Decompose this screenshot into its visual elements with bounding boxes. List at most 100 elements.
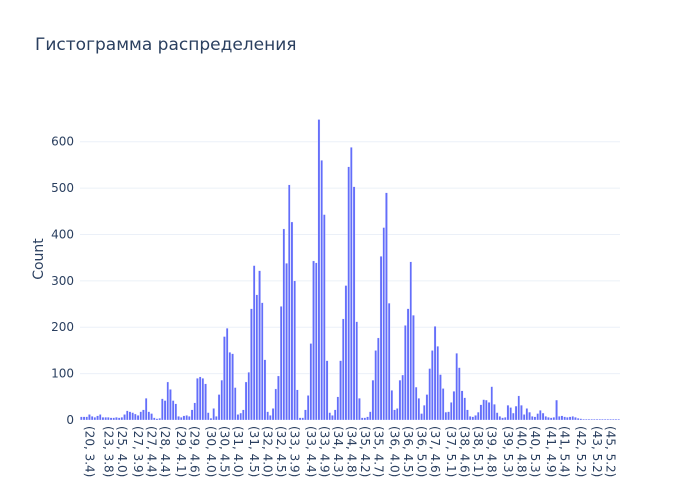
histogram-bar xyxy=(501,417,504,421)
histogram-bar xyxy=(393,409,396,421)
histogram-bar xyxy=(144,398,148,421)
x-tick-label: (34, 4.8) xyxy=(344,426,358,477)
x-tick-label: (23, 3.8) xyxy=(101,426,115,477)
histogram-bar xyxy=(312,260,315,421)
histogram-bar xyxy=(196,378,199,421)
histogram-bar xyxy=(460,390,464,421)
histogram-bar xyxy=(466,409,469,421)
histogram-bar xyxy=(409,261,412,421)
histogram-bar xyxy=(247,372,250,421)
histogram-bar xyxy=(101,417,105,421)
histogram-bar xyxy=(450,402,453,421)
histogram-bar xyxy=(390,390,394,421)
histogram-bar xyxy=(560,415,564,421)
histogram-bar xyxy=(366,416,369,421)
histogram-bar xyxy=(82,416,86,421)
histogram-bar xyxy=(396,408,399,421)
histogram-bar xyxy=(358,398,361,421)
x-tick-label: (31, 4.5) xyxy=(247,426,261,477)
x-tick-label: (30, 4.5) xyxy=(217,426,231,477)
x-tick-label: (25, 4.0) xyxy=(115,426,129,477)
histogram-bar xyxy=(528,411,531,421)
histogram-bar xyxy=(320,160,323,421)
histogram-bar xyxy=(531,416,534,421)
histogram-bar xyxy=(579,418,583,421)
histogram-bar xyxy=(234,387,237,421)
histogram-bar xyxy=(328,412,331,421)
histogram-bar xyxy=(439,374,442,421)
histogram-bar xyxy=(606,418,610,421)
histogram-bar xyxy=(123,414,126,421)
histogram-bar xyxy=(423,405,426,421)
histogram-bar xyxy=(153,417,156,421)
histogram-bar xyxy=(80,416,83,421)
histogram-bar xyxy=(401,374,404,421)
histogram-bar xyxy=(136,415,140,421)
histogram-bar xyxy=(171,400,175,421)
histogram-bar xyxy=(452,391,456,421)
gridlines xyxy=(80,141,620,375)
histogram-bar xyxy=(571,416,574,421)
histogram-bar xyxy=(109,417,113,421)
x-tick-label: (29, 4.1) xyxy=(174,426,188,477)
histogram-bar xyxy=(117,417,121,421)
histogram-bar xyxy=(271,408,275,421)
histogram-bar xyxy=(493,404,496,421)
histogram-bar xyxy=(520,405,523,421)
histogram-bar xyxy=(371,379,375,421)
histogram-bar xyxy=(185,415,188,421)
histogram-bar xyxy=(498,416,502,421)
histogram-bar xyxy=(93,417,97,421)
histogram-bar xyxy=(104,417,107,421)
histogram-bar xyxy=(258,270,261,421)
histogram-bar xyxy=(134,413,137,421)
x-tick-label: (42, 5.2) xyxy=(574,426,588,477)
histogram-bar xyxy=(514,405,518,421)
histogram-bar xyxy=(215,416,218,421)
histogram-bar xyxy=(225,328,229,421)
histogram-bar xyxy=(263,359,267,421)
histogram-bar xyxy=(182,415,186,421)
histogram-bar xyxy=(495,412,499,421)
histogram-bar xyxy=(382,227,385,421)
x-tick-label: (29, 4.6) xyxy=(188,426,202,477)
histogram-bar xyxy=(88,414,91,421)
histogram-bar xyxy=(139,411,142,421)
histogram-bar xyxy=(404,325,407,421)
histogram-bar xyxy=(282,228,286,421)
histogram-bar xyxy=(342,318,345,421)
histogram-bar xyxy=(566,417,569,421)
histogram-bar xyxy=(590,418,593,421)
histogram-bar xyxy=(474,415,477,421)
histogram-bar xyxy=(336,396,340,421)
histogram-bar xyxy=(193,402,196,421)
histogram-bar xyxy=(479,404,483,421)
histogram-bar xyxy=(266,411,269,421)
x-tick-label: (32, 4.5) xyxy=(274,426,288,477)
x-tick-label: (30, 4.0) xyxy=(204,426,218,477)
histogram-bar xyxy=(355,321,358,421)
histogram-bar xyxy=(563,416,566,421)
y-tick-label: 200 xyxy=(51,320,74,334)
histogram-bar xyxy=(555,399,558,421)
histogram-bar xyxy=(360,417,364,421)
histogram-bar xyxy=(274,388,277,421)
histogram-bar xyxy=(315,262,318,421)
histogram-bar xyxy=(128,411,132,421)
histogram-bar xyxy=(344,285,348,421)
histogram-bar xyxy=(433,326,437,421)
histogram-bar xyxy=(131,412,134,421)
histogram-bar xyxy=(544,416,547,421)
histogram-bar xyxy=(331,415,334,421)
x-tick-label: (38, 5.1) xyxy=(471,426,485,477)
histogram-bar xyxy=(487,402,491,421)
histogram-bar xyxy=(428,368,431,421)
histogram-bar xyxy=(509,407,512,421)
histogram-bar xyxy=(158,417,161,421)
x-tick-label: (45, 5.2) xyxy=(603,426,617,477)
x-tick-label: (33, 4.9) xyxy=(317,426,331,477)
histogram-bar xyxy=(304,409,307,421)
histogram-bar xyxy=(549,417,553,421)
